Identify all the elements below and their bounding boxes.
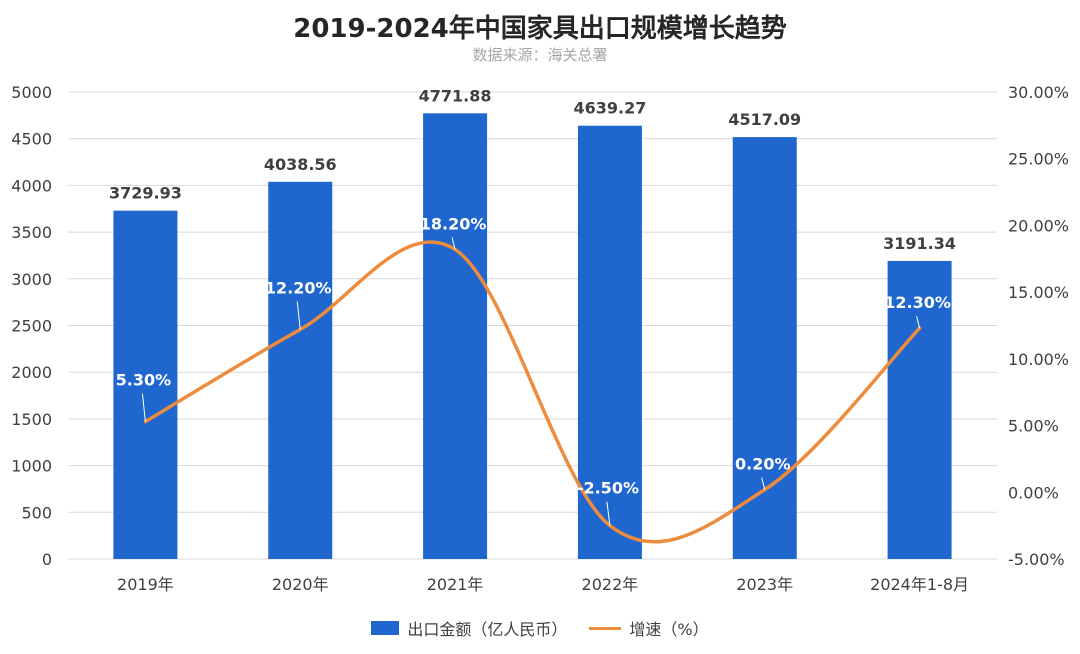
y-left-tick-label: 2500 bbox=[11, 317, 52, 336]
line-value-label: 5.30% bbox=[116, 371, 172, 390]
y-left-tick-label: 3500 bbox=[11, 223, 52, 242]
line-label-leader bbox=[916, 316, 921, 329]
y-left-tick-label: 1000 bbox=[11, 457, 52, 476]
x-tick-label: 2019年 bbox=[117, 575, 174, 594]
y-left-tick-label: 500 bbox=[21, 503, 52, 522]
line-value-label: 12.20% bbox=[265, 279, 332, 298]
legend-item-bar: 出口金额（亿人民币） bbox=[371, 616, 567, 640]
legend-swatch-line bbox=[589, 626, 622, 630]
y-left-tick-label: 4000 bbox=[11, 176, 52, 195]
y-right-tick-label: 25.00% bbox=[1008, 150, 1069, 169]
legend: 出口金额（亿人民币） 增速（%） bbox=[0, 616, 1080, 640]
y-right-tick-label: 15.00% bbox=[1008, 283, 1069, 302]
x-tick-label: 2021年 bbox=[427, 575, 484, 594]
y-left-tick-label: 5000 bbox=[11, 83, 52, 102]
bar bbox=[113, 210, 178, 559]
y-right-tick-label: 30.00% bbox=[1008, 83, 1069, 102]
x-tick-label: 2022年 bbox=[582, 575, 639, 594]
chart-subtitle: 数据来源：海关总署 bbox=[472, 46, 608, 64]
bar bbox=[732, 137, 797, 559]
y-right-tick-label: 0.00% bbox=[1008, 483, 1059, 502]
bar-value-label: 4771.88 bbox=[419, 86, 492, 105]
legend-swatch-bar bbox=[371, 621, 400, 635]
y-left-tick-label: 2000 bbox=[11, 363, 52, 382]
y-left-tick-label: 4500 bbox=[11, 130, 52, 149]
y-right-tick-label: 5.00% bbox=[1008, 417, 1059, 436]
x-tick-label: 2020年 bbox=[272, 575, 329, 594]
y-left-tick-label: 1500 bbox=[11, 410, 52, 429]
line-label-leader bbox=[296, 301, 301, 330]
line-label-leader bbox=[451, 237, 456, 250]
bar-value-label: 4517.09 bbox=[728, 110, 801, 129]
legend-item-line: 增速（%） bbox=[589, 616, 709, 640]
line-value-label: 0.20% bbox=[735, 455, 791, 474]
line-label-leader bbox=[606, 501, 611, 526]
bar bbox=[577, 125, 642, 559]
bar bbox=[887, 260, 952, 559]
growth-line bbox=[143, 240, 922, 544]
x-tick-label: 2024年1-8月 bbox=[870, 575, 969, 594]
bar-value-label: 3191.34 bbox=[883, 234, 956, 253]
bar-value-label: 3729.93 bbox=[109, 184, 182, 203]
y-left-tick-label: 3000 bbox=[11, 270, 52, 289]
chart-title: 2019-2024年中国家具出口规模增长趋势 bbox=[293, 14, 787, 44]
bar-value-label: 4639.27 bbox=[573, 99, 646, 118]
y-right-tick-label: 20.00% bbox=[1008, 216, 1069, 235]
legend-label-line: 增速（%） bbox=[629, 620, 709, 639]
bar bbox=[423, 113, 488, 560]
line-label-leader bbox=[761, 477, 766, 490]
y-right-tick-label: -5.00% bbox=[1008, 550, 1065, 569]
bar-value-label: 4038.56 bbox=[264, 155, 337, 174]
bar bbox=[268, 181, 333, 559]
line-value-label: -2.50% bbox=[577, 479, 639, 498]
line-value-label: 12.30% bbox=[884, 293, 951, 312]
legend-label-bar: 出口金额（亿人民币） bbox=[407, 620, 568, 639]
x-tick-label: 2023年 bbox=[736, 575, 793, 594]
y-left-tick-label: 0 bbox=[42, 550, 52, 569]
line-value-label: 18.20% bbox=[420, 214, 487, 233]
line-label-leader bbox=[141, 393, 146, 422]
y-right-tick-label: 10.00% bbox=[1008, 350, 1069, 369]
